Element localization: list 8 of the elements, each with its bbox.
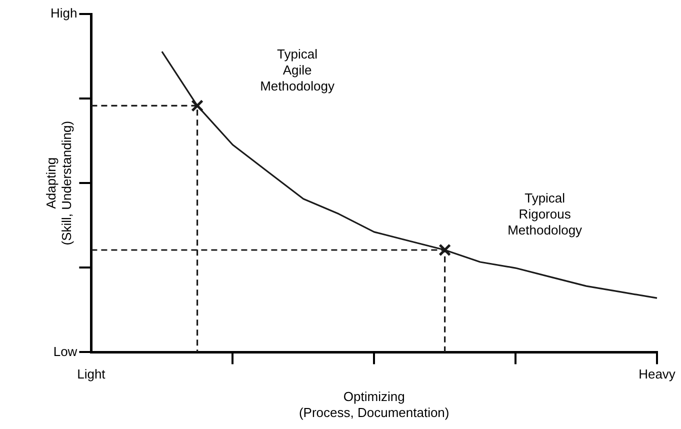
y-axis-title: Adapting (Skill, Understanding) (43, 120, 74, 246)
annotation: Typical Rigorous Methodology (508, 190, 583, 238)
annotation: Typical Agile Methodology (260, 46, 335, 94)
x-tick-label: Light (77, 366, 106, 382)
text: Low (53, 344, 78, 359)
text: High (50, 6, 78, 21)
x-tick-label: Heavy (638, 366, 676, 382)
x-axis-title: Optimizing (Process, Documentation) (298, 389, 450, 420)
